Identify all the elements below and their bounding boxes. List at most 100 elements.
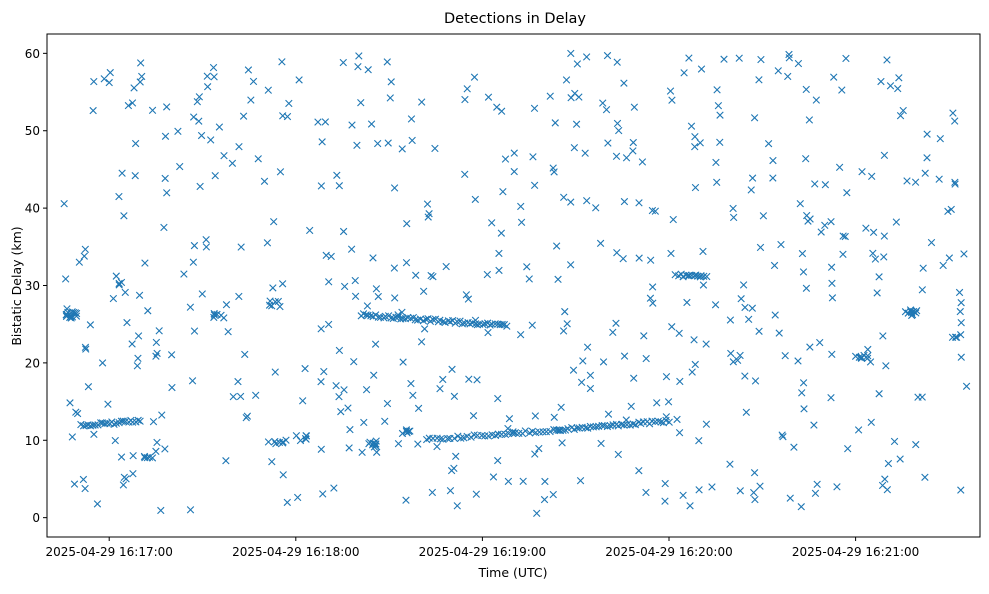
data-point bbox=[729, 358, 738, 366]
data-point bbox=[855, 353, 863, 361]
data-point bbox=[957, 353, 965, 361]
data-point bbox=[247, 96, 255, 104]
data-point bbox=[750, 469, 759, 477]
data-point bbox=[651, 207, 660, 215]
data-point bbox=[235, 292, 243, 301]
data-point bbox=[398, 308, 406, 317]
data-point bbox=[947, 205, 955, 214]
data-point bbox=[827, 393, 835, 402]
data-point bbox=[504, 424, 512, 433]
data-point bbox=[296, 436, 305, 445]
data-point bbox=[394, 311, 402, 319]
data-point bbox=[141, 259, 149, 267]
data-point bbox=[708, 483, 716, 491]
data-point bbox=[295, 76, 303, 84]
data-point bbox=[120, 212, 128, 220]
data-point bbox=[119, 481, 128, 489]
data-point bbox=[301, 364, 309, 373]
data-point bbox=[152, 338, 161, 347]
data-point bbox=[447, 466, 456, 475]
data-point bbox=[759, 212, 768, 220]
data-point bbox=[700, 272, 708, 280]
data-point bbox=[362, 386, 371, 394]
data-point bbox=[344, 404, 352, 412]
data-point bbox=[134, 354, 142, 363]
data-point bbox=[755, 327, 763, 335]
data-point bbox=[408, 136, 416, 145]
data-point bbox=[372, 285, 381, 293]
data-point bbox=[422, 315, 430, 323]
data-point bbox=[129, 470, 137, 478]
data-point bbox=[675, 429, 684, 437]
data-point bbox=[168, 383, 176, 392]
data-point bbox=[714, 101, 723, 110]
data-point bbox=[582, 53, 591, 61]
data-point bbox=[559, 327, 568, 335]
data-point bbox=[586, 384, 595, 393]
data-point bbox=[881, 475, 889, 483]
data-point bbox=[61, 275, 70, 283]
data-point bbox=[747, 186, 755, 194]
data-point bbox=[539, 428, 547, 436]
data-point bbox=[436, 385, 444, 393]
data-point bbox=[278, 280, 287, 288]
data-point bbox=[785, 54, 794, 62]
data-point bbox=[821, 221, 829, 229]
data-point bbox=[68, 308, 76, 316]
data-point bbox=[158, 411, 166, 419]
data-point bbox=[713, 86, 721, 94]
data-point bbox=[298, 397, 307, 405]
data-point bbox=[115, 281, 123, 289]
data-point bbox=[264, 438, 273, 446]
data-point bbox=[427, 271, 435, 280]
data-point bbox=[781, 351, 789, 360]
data-point bbox=[811, 489, 820, 498]
data-point bbox=[213, 310, 221, 319]
data-point bbox=[190, 327, 199, 335]
data-point bbox=[153, 349, 161, 358]
data-point bbox=[111, 436, 119, 445]
data-point bbox=[583, 343, 592, 351]
data-point bbox=[72, 408, 80, 416]
data-point bbox=[320, 367, 328, 376]
data-point bbox=[812, 96, 821, 104]
data-point bbox=[956, 307, 964, 316]
data-point bbox=[249, 77, 258, 86]
data-point bbox=[869, 228, 878, 237]
data-point bbox=[542, 427, 551, 436]
data-point bbox=[210, 73, 218, 81]
data-point bbox=[149, 417, 158, 426]
data-point bbox=[957, 319, 965, 327]
data-point bbox=[148, 454, 157, 462]
data-point bbox=[82, 345, 90, 353]
data-point bbox=[883, 56, 891, 64]
data-point bbox=[949, 109, 957, 117]
data-point bbox=[720, 55, 728, 63]
data-point bbox=[944, 207, 952, 216]
data-point bbox=[695, 486, 703, 494]
data-point bbox=[667, 249, 675, 258]
y-tick-label: 40 bbox=[25, 202, 40, 216]
data-point bbox=[339, 58, 347, 67]
data-point bbox=[317, 378, 325, 386]
data-point bbox=[119, 417, 127, 425]
data-point bbox=[234, 377, 242, 386]
data-point bbox=[203, 83, 212, 91]
data-point bbox=[391, 294, 399, 302]
data-point bbox=[319, 490, 327, 498]
data-point bbox=[63, 305, 71, 313]
data-point bbox=[599, 99, 607, 107]
data-point bbox=[839, 232, 847, 240]
data-point bbox=[742, 408, 751, 416]
data-point bbox=[854, 426, 863, 434]
data-point bbox=[167, 351, 176, 359]
data-point bbox=[407, 379, 415, 388]
data-point bbox=[148, 106, 157, 115]
data-point bbox=[665, 418, 673, 426]
data-point bbox=[345, 444, 353, 452]
data-point bbox=[923, 130, 931, 138]
data-point bbox=[533, 509, 541, 517]
data-point bbox=[866, 358, 875, 366]
data-point bbox=[867, 418, 875, 426]
data-point bbox=[879, 332, 887, 340]
